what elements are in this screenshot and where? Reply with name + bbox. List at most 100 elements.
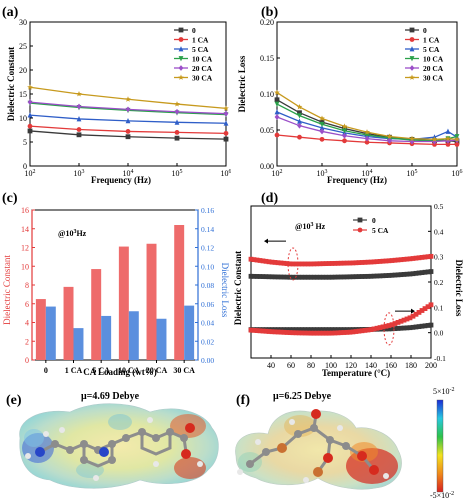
panel-d-data-point xyxy=(305,330,311,336)
panel-c-xlabel: CA Loading (wt%) xyxy=(83,367,157,377)
panel-d-data-point xyxy=(257,274,263,279)
panel-a-series-20-ca xyxy=(27,99,229,117)
panel-b-data-point xyxy=(342,132,347,139)
panel-d-data-point xyxy=(248,273,254,279)
panel-d-data-point xyxy=(335,327,341,333)
panel-d-data-point xyxy=(341,260,347,266)
panel-d-data-point xyxy=(338,260,344,266)
panel-a-legend-swatch-marker xyxy=(178,74,184,80)
panel-d-data-point xyxy=(347,274,353,280)
panel-d-ytick-right-label: 0.0 xyxy=(434,329,444,338)
panel-d-data-point xyxy=(356,328,362,334)
panel-d-data-point xyxy=(374,259,380,265)
panel-b-xtick-label-base: 10 xyxy=(407,169,415,178)
panel-d-data-point xyxy=(299,327,305,333)
panel-b-data-point xyxy=(409,135,415,142)
panel-d-data-point xyxy=(401,256,407,262)
panel-d-data-point xyxy=(257,328,263,334)
panel-d-xtick-label: 160 xyxy=(385,361,397,370)
panel-a-data-point xyxy=(27,128,33,134)
panel-b-ytick-label: 0.15 xyxy=(260,54,274,63)
panel-d-data-point xyxy=(254,257,260,263)
panel-d-data-point xyxy=(353,260,359,266)
panel-a-data-point xyxy=(223,136,229,142)
panel-d-data-point xyxy=(404,325,410,331)
panel-a-legend-label: 5 CA xyxy=(192,45,209,54)
panel-ef-esp-maps: (e) μ=4.69 Debye xyxy=(6,387,455,500)
panel-d-data-point xyxy=(410,271,416,277)
panel-d-data-point xyxy=(416,310,422,315)
panel-d-data-point xyxy=(329,261,335,266)
panel-d-data-point xyxy=(407,271,413,277)
panel-b-legend-label: 20 CA xyxy=(423,64,444,73)
panel-a-legend-label: 30 CA xyxy=(192,74,213,83)
panel-a-data-point xyxy=(174,101,180,107)
panel-a-xtick-label: 102 xyxy=(25,169,36,178)
panel-d-data-point xyxy=(371,273,377,279)
panel-d-data-point xyxy=(284,261,290,266)
panel-d-ytick-right-label: -0.1 xyxy=(434,354,446,363)
panel-d-data-point xyxy=(383,258,389,264)
panel-d-data-point xyxy=(395,320,401,325)
panel-d-data-point xyxy=(395,326,401,331)
panel-a-legend-swatch-marker xyxy=(178,27,184,33)
panel-c-ytick-right-label: 0.08 xyxy=(201,281,214,290)
panel-d-data-point xyxy=(305,327,311,333)
panel-d-data-point xyxy=(326,261,332,266)
panel-c-ytick-left-label: 8 xyxy=(25,281,29,290)
panel-c-label: (c) xyxy=(2,191,18,206)
panel-a-data-point xyxy=(223,130,229,136)
panel-c-annotation-sup: 3 xyxy=(73,229,76,235)
panel-d-data-point xyxy=(299,330,305,336)
panel-b-series-line xyxy=(276,111,458,141)
panel-c-ytick-right-label: 0.10 xyxy=(201,262,214,271)
panel-d-data-point xyxy=(305,261,311,267)
panel-c-plot-frame xyxy=(31,209,199,361)
panel-e-label: (e) xyxy=(6,393,22,408)
panel-d-data-point xyxy=(368,259,374,265)
panel-c-xtick-label: 1 CA xyxy=(65,366,83,375)
panel-a-data-point xyxy=(125,96,131,102)
panel-d-data-point xyxy=(299,274,305,280)
panel-a-data-point xyxy=(27,112,33,118)
colorbar-max-base: 5×10 xyxy=(433,387,450,396)
panel-c-annotation: @103Hz xyxy=(58,229,87,238)
panel-a-xtick-label-exp: 4 xyxy=(131,169,134,175)
panel-d-data-point xyxy=(248,256,254,262)
panel-d-data-point xyxy=(287,327,293,333)
panel-a-xtick-label-exp: 3 xyxy=(82,169,85,175)
panel-a-xtick-label: 105 xyxy=(172,169,183,178)
panel-d-data-point xyxy=(428,253,434,259)
panel-a-legend-label: 0 xyxy=(192,26,196,35)
panel-b-xtick-label: 104 xyxy=(362,169,373,178)
panel-d-data-point xyxy=(302,261,308,267)
panel-d-data-point xyxy=(326,330,332,336)
panel-b-data-point xyxy=(341,123,348,129)
panel-d-data-point xyxy=(290,274,296,280)
molecule-e-surface xyxy=(19,403,219,489)
panel-b-label: (b) xyxy=(261,5,278,20)
panel-d-data-point xyxy=(296,327,302,333)
panel-d-data-point xyxy=(416,324,422,329)
panel-d-data-point xyxy=(284,327,290,333)
panel-a-data-point xyxy=(223,105,229,111)
panel-d-data-point xyxy=(263,258,269,264)
panel-d-data-point xyxy=(389,322,395,328)
panel-b-xtick-label-exp: 4 xyxy=(370,169,373,175)
panel-d-data-point xyxy=(380,324,386,330)
panel-d-data-point xyxy=(350,329,356,335)
panel-d-data-point xyxy=(323,327,329,333)
panel-d-data-point xyxy=(416,255,422,261)
panel-d-data-point xyxy=(398,272,404,278)
panel-b-data-point xyxy=(297,118,302,124)
panel-d-data-point xyxy=(272,260,278,265)
panel-d-data-point xyxy=(317,330,323,336)
panel-c-bar-dielectric-loss xyxy=(128,311,139,360)
panel-d-data-point xyxy=(260,274,266,279)
panel-d-data-point xyxy=(290,327,296,333)
panel-c-ylabel-right: Dielectric Loss xyxy=(220,263,230,318)
panel-d-data-point xyxy=(341,327,347,333)
panel-d-data-point xyxy=(338,327,344,333)
panel-d-data-point xyxy=(350,260,356,266)
panel-a-data-point xyxy=(223,110,229,117)
